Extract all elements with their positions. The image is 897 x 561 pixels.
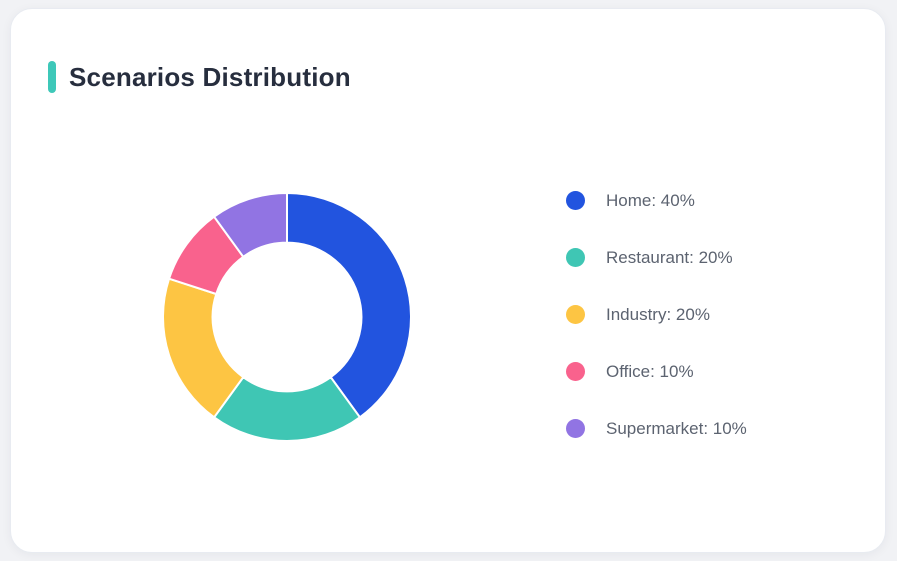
legend-item-restaurant[interactable]: Restaurant: 20%: [566, 247, 747, 268]
chart-legend: Home: 40% Restaurant: 20% Industry: 20% Off…: [566, 190, 747, 439]
scenarios-distribution-card: Scenarios Distribution Home: 40% Restaura…: [10, 8, 886, 553]
card-title: Scenarios Distribution: [69, 61, 351, 92]
donut-slice-home[interactable]: [286, 192, 412, 419]
legend-label: Industry: 20%: [606, 304, 710, 324]
legend-dot: [566, 362, 585, 381]
legend-label: Office: 10%: [606, 361, 694, 381]
legend-label: Restaurant: 20%: [606, 247, 733, 267]
legend-label: Supermarket: 10%: [606, 418, 747, 438]
legend-dot: [566, 305, 585, 324]
card-header: Scenarios Distribution: [48, 61, 351, 93]
donut-slice-supermarket[interactable]: [213, 192, 288, 258]
legend-item-office[interactable]: Office: 10%: [566, 361, 747, 382]
title-accent-bar: [48, 61, 56, 93]
legend-item-home[interactable]: Home: 40%: [566, 190, 747, 211]
legend-item-industry[interactable]: Industry: 20%: [566, 304, 747, 325]
legend-dot: [566, 191, 585, 210]
donut-chart: [157, 187, 417, 447]
legend-dot: [566, 419, 585, 438]
legend-item-supermarket[interactable]: Supermarket: 10%: [566, 418, 747, 439]
donut-chart-svg: [162, 192, 412, 442]
legend-label: Home: 40%: [606, 190, 695, 210]
legend-dot: [566, 248, 585, 267]
